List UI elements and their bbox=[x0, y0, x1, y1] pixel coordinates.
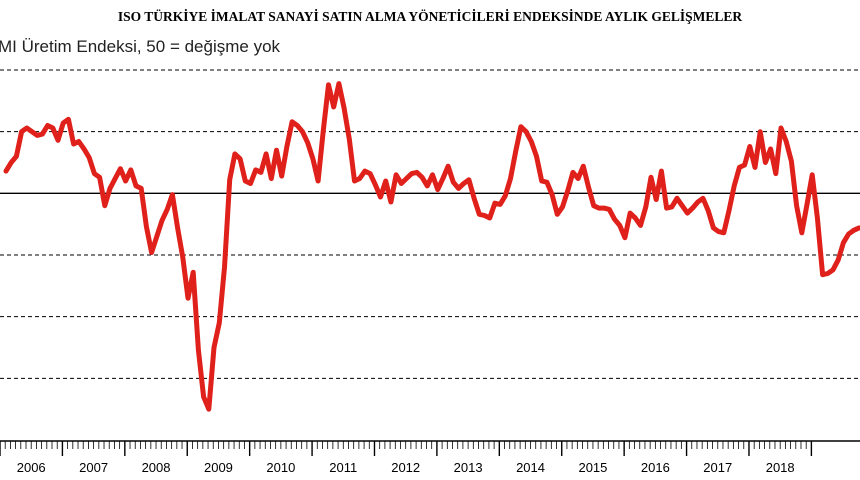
x-tick-label: 2018 bbox=[766, 460, 795, 475]
x-tick-label: 2017 bbox=[703, 460, 732, 475]
pmi-series-line bbox=[3, 81, 860, 412]
chart-title: ISO TÜRKİYE İMALAT SANAYİ SATIN ALMA YÖN… bbox=[117, 9, 743, 24]
x-tick-label: 2008 bbox=[142, 460, 171, 475]
x-tick-label: 2009 bbox=[204, 460, 233, 475]
x-tick-label: 2015 bbox=[578, 460, 607, 475]
x-tick-label: 2013 bbox=[454, 460, 483, 475]
x-tick-label: 2011 bbox=[329, 460, 357, 475]
gridlines bbox=[0, 69, 860, 379]
x-tick-label: 2016 bbox=[641, 460, 670, 475]
x-tick-label: 2010 bbox=[266, 460, 295, 475]
x-tick-label: 2012 bbox=[391, 460, 420, 475]
x-tick-label: 2007 bbox=[79, 460, 108, 475]
x-tick-label: 2014 bbox=[516, 460, 545, 475]
x-tick-label: 2006 bbox=[17, 460, 46, 475]
x-axis: 2006 2007 2008 2009 2010 2011 2012 2013 2014 2015… bbox=[0, 440, 860, 475]
series-line bbox=[3, 81, 860, 412]
y-axis-label: MI Üretim Endeksi, 50 = değişme yok bbox=[0, 37, 281, 56]
